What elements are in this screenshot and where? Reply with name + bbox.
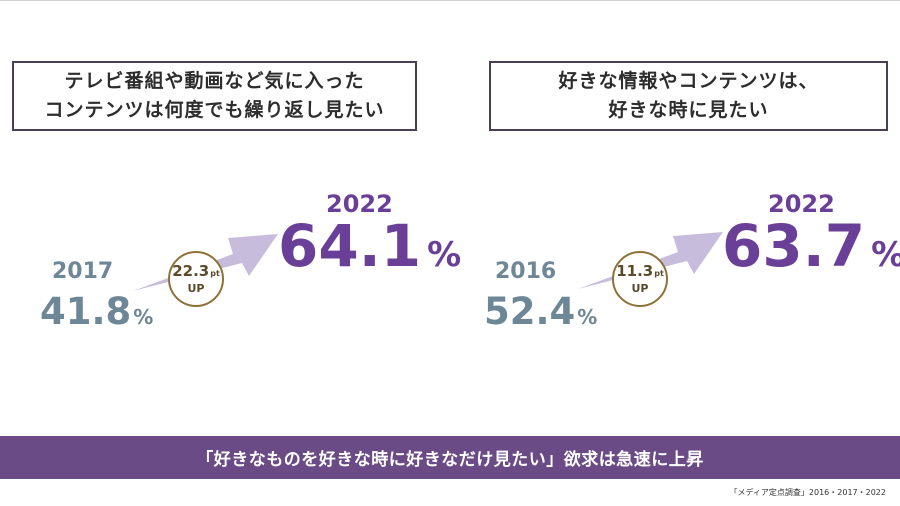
left-from-unit: % [133,305,154,329]
right-headline-box: 好きな情報やコンテンツは、 好きな時に見たい [489,61,888,131]
right-to-value: 63.7% [722,217,900,275]
right-headline-line1: 好きな情報やコンテンツは、 [558,70,819,92]
left-increase-label: UP [187,282,205,295]
left-increase-badge: 22.3pt UP [168,251,224,307]
top-divider [0,0,900,1]
left-to-number: 64.1 [278,212,422,280]
left-headline-line1: テレビ番組や動画など気に入った [64,70,365,92]
left-headline-box: テレビ番組や動画など気に入った コンテンツは何度でも繰り返し見たい [12,61,417,131]
left-to-value: 64.1% [278,217,461,275]
right-growth-arrow-icon [578,232,723,289]
right-increase-badge: 11.3pt UP [612,251,668,307]
right-to-year: 2022 [768,190,835,218]
right-headline-line2: 好きな時に見たい [608,99,769,121]
right-increase-label: UP [631,282,649,295]
right-to-number: 63.7 [722,212,866,280]
left-increase-unit: pt [210,269,220,278]
left-from-number: 41.8 [40,290,132,333]
left-headline-line2: コンテンツは何度でも繰り返し見たい [44,99,385,121]
right-from-number: 52.4 [484,290,576,333]
right-increase-value: 11.3 [616,262,654,280]
right-to-unit: % [871,235,900,275]
right-from-year: 2016 [495,259,557,284]
left-from-value: 41.8% [40,293,153,330]
right-from-unit: % [577,305,598,329]
left-to-unit: % [427,235,462,275]
left-to-year: 2022 [326,190,393,218]
left-increase-value: 22.3 [172,262,210,280]
summary-banner: 「好きなものを好きな時に好きなだけ見たい」欲求は急速に上昇 [0,436,900,479]
right-increase-unit: pt [654,269,664,278]
left-from-year: 2017 [52,259,114,284]
left-growth-arrow-icon [133,234,278,291]
right-from-value: 52.4% [484,293,597,330]
source-note: 「メディア定点調査」2016・2017・2022 [729,488,886,497]
